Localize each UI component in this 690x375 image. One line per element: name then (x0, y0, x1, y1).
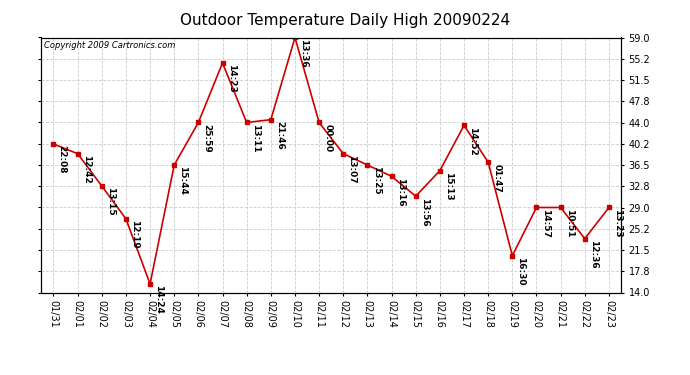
Text: 14:57: 14:57 (541, 209, 550, 238)
Text: 14:24: 14:24 (155, 285, 164, 314)
Text: 01:47: 01:47 (493, 164, 502, 192)
Text: 15:13: 15:13 (444, 172, 453, 201)
Text: 16:30: 16:30 (517, 257, 526, 285)
Text: 00:00: 00:00 (324, 124, 333, 152)
Text: 13:15: 13:15 (106, 188, 115, 216)
Text: 13:16: 13:16 (396, 178, 405, 206)
Text: Outdoor Temperature Daily High 20090224: Outdoor Temperature Daily High 20090224 (180, 13, 510, 28)
Text: 13:36: 13:36 (299, 39, 308, 68)
Text: 12:19: 12:19 (130, 220, 139, 249)
Text: 12:36: 12:36 (589, 240, 598, 268)
Text: 13:23: 13:23 (613, 209, 622, 237)
Text: 25:59: 25:59 (203, 124, 212, 153)
Text: 21:46: 21:46 (275, 121, 284, 150)
Text: 13:56: 13:56 (420, 198, 429, 226)
Text: Copyright 2009 Cartronics.com: Copyright 2009 Cartronics.com (44, 41, 176, 50)
Text: 13:11: 13:11 (251, 124, 260, 153)
Text: 14:23: 14:23 (227, 64, 236, 93)
Text: 13:25: 13:25 (372, 166, 381, 195)
Text: 12:42: 12:42 (82, 155, 91, 184)
Text: 22:08: 22:08 (58, 146, 67, 174)
Text: 14:52: 14:52 (469, 127, 477, 156)
Text: 10:51: 10:51 (565, 209, 574, 237)
Text: 13:07: 13:07 (348, 155, 357, 184)
Text: 15:44: 15:44 (179, 166, 188, 195)
